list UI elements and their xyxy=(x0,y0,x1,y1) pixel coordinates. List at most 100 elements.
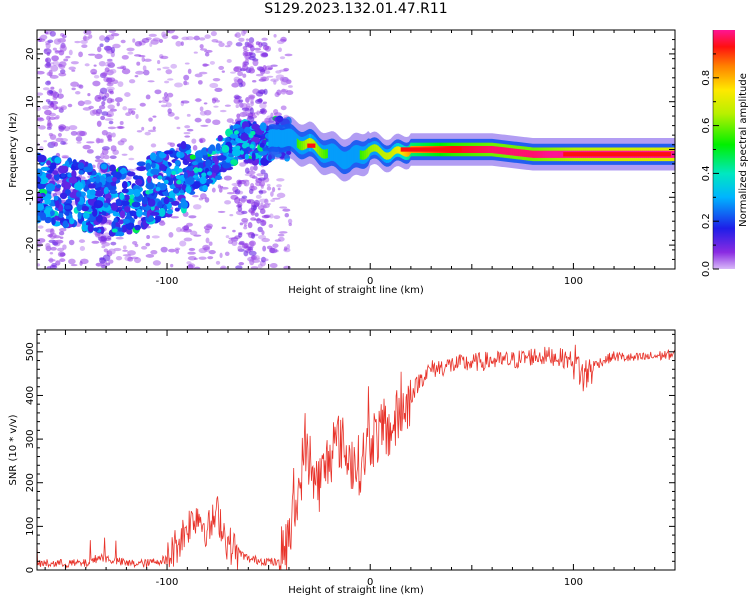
heatmap-speckle xyxy=(241,210,248,215)
ridge-segment xyxy=(530,150,534,158)
heatmap-cell xyxy=(54,200,60,209)
heatmap-speckle xyxy=(60,141,66,145)
heatmap-speckle xyxy=(68,66,76,71)
heatmap-speckle xyxy=(209,60,215,65)
snr-plot-area xyxy=(37,330,675,570)
heatmap-speckle xyxy=(245,38,249,41)
heatmap-cell xyxy=(136,166,147,172)
heatmap-speckle xyxy=(194,73,203,78)
heatmap-speckle xyxy=(127,51,134,55)
ridge-segment xyxy=(396,146,399,154)
heatmap-speckle xyxy=(183,74,190,81)
heatmap-cell xyxy=(177,168,183,173)
heatmap-cell xyxy=(239,150,244,155)
heatmap-cell xyxy=(176,151,181,158)
heatmap-speckle xyxy=(112,43,121,49)
heatmap-speckle xyxy=(110,241,117,246)
heatmap-speckle xyxy=(193,51,198,54)
heatmap-speckle xyxy=(107,77,116,83)
heatmap-speckle xyxy=(109,90,114,95)
heatmap-speckle xyxy=(205,118,212,124)
heatmap-speckle xyxy=(82,36,90,41)
heatmap-cell xyxy=(70,165,77,171)
heatmap-cell xyxy=(55,184,62,189)
heatmap-speckle xyxy=(187,255,197,261)
heatmap-speckle xyxy=(121,68,131,75)
heatmap-cell xyxy=(217,154,227,161)
heatmap-speckle xyxy=(245,96,250,103)
heatmap-speckle xyxy=(200,124,209,127)
heatmap-speckle xyxy=(276,192,286,199)
ridge-segment xyxy=(300,141,304,151)
heatmap-speckle xyxy=(94,159,103,163)
ridge-segment xyxy=(337,146,341,168)
heatmap-speckle xyxy=(168,248,176,253)
heatmap-speckle xyxy=(101,242,111,247)
heatmap-speckle xyxy=(80,176,86,180)
ridge-segment xyxy=(506,147,509,155)
heatmap-speckle xyxy=(255,194,262,199)
heatmap-speckle xyxy=(198,256,207,260)
ridge-segment xyxy=(508,147,511,156)
heatmap-speckle xyxy=(53,38,62,45)
heatmap-speckle xyxy=(204,228,210,234)
heatmap-cell xyxy=(109,164,116,172)
heatmap-cell xyxy=(50,162,57,170)
heatmap-speckle xyxy=(124,92,131,98)
heatmap-cell xyxy=(249,144,255,149)
heatmap-speckle xyxy=(122,106,128,111)
heatmap-cell xyxy=(67,173,73,178)
heatmap-speckle xyxy=(221,70,225,73)
heatmap-cell xyxy=(199,176,207,185)
heatmap-speckle xyxy=(99,43,104,48)
heatmap-speckle xyxy=(96,120,102,127)
heatmap-speckle xyxy=(252,88,260,95)
heatmap-speckle xyxy=(103,154,110,160)
heatmap-speckle xyxy=(272,243,279,248)
heatmap-cell xyxy=(158,207,166,217)
heatmap-cell xyxy=(151,162,156,169)
heatmap-speckle xyxy=(97,46,102,53)
heatmap-speckle xyxy=(74,40,81,44)
ridge-segment xyxy=(495,146,499,154)
heatmap-cell xyxy=(37,176,42,185)
heatmap-speckle xyxy=(147,80,155,83)
ridge-segment xyxy=(329,143,332,162)
heatmap-speckle xyxy=(187,266,196,269)
y-tick-label: 500 xyxy=(25,342,36,361)
heatmap-cell xyxy=(121,218,131,224)
heatmap-speckle xyxy=(288,85,293,88)
heatmap-speckle xyxy=(54,49,60,54)
heatmap-speckle xyxy=(44,31,49,35)
heatmap-speckle xyxy=(151,235,160,239)
heatmap-cell xyxy=(240,132,250,142)
heatmap-speckle xyxy=(102,254,111,262)
heatmap-cell xyxy=(149,211,160,216)
heatmap-cell xyxy=(167,197,174,203)
heatmap-cell xyxy=(205,159,212,168)
ridge-segment xyxy=(499,146,503,155)
heatmap-speckle xyxy=(187,251,196,255)
heatmap-speckle xyxy=(188,215,197,219)
heatmap-speckle xyxy=(256,110,260,116)
heatmap-cell xyxy=(98,175,106,183)
heatmap-speckle xyxy=(143,69,150,76)
heatmap-cell xyxy=(87,194,95,200)
heatmap-speckle xyxy=(121,153,128,156)
ridge-segment xyxy=(489,145,493,154)
heatmap-cell xyxy=(157,201,163,209)
heatmap-speckle xyxy=(267,67,273,70)
ridge-segment xyxy=(524,149,527,158)
heatmap-cell xyxy=(189,154,196,160)
heatmap-speckle xyxy=(267,120,275,123)
ridge-segment xyxy=(339,148,343,169)
heatmap-speckle xyxy=(211,187,216,193)
heatmap-speckle xyxy=(109,68,117,74)
heatmap-speckle xyxy=(37,238,46,243)
heatmap-cell xyxy=(221,162,232,169)
heatmap-speckle xyxy=(152,37,161,42)
heatmap-speckle xyxy=(224,251,230,256)
heatmap-speckle xyxy=(103,248,109,253)
heatmap-cell xyxy=(136,208,143,218)
heatmap-cell xyxy=(95,174,101,184)
